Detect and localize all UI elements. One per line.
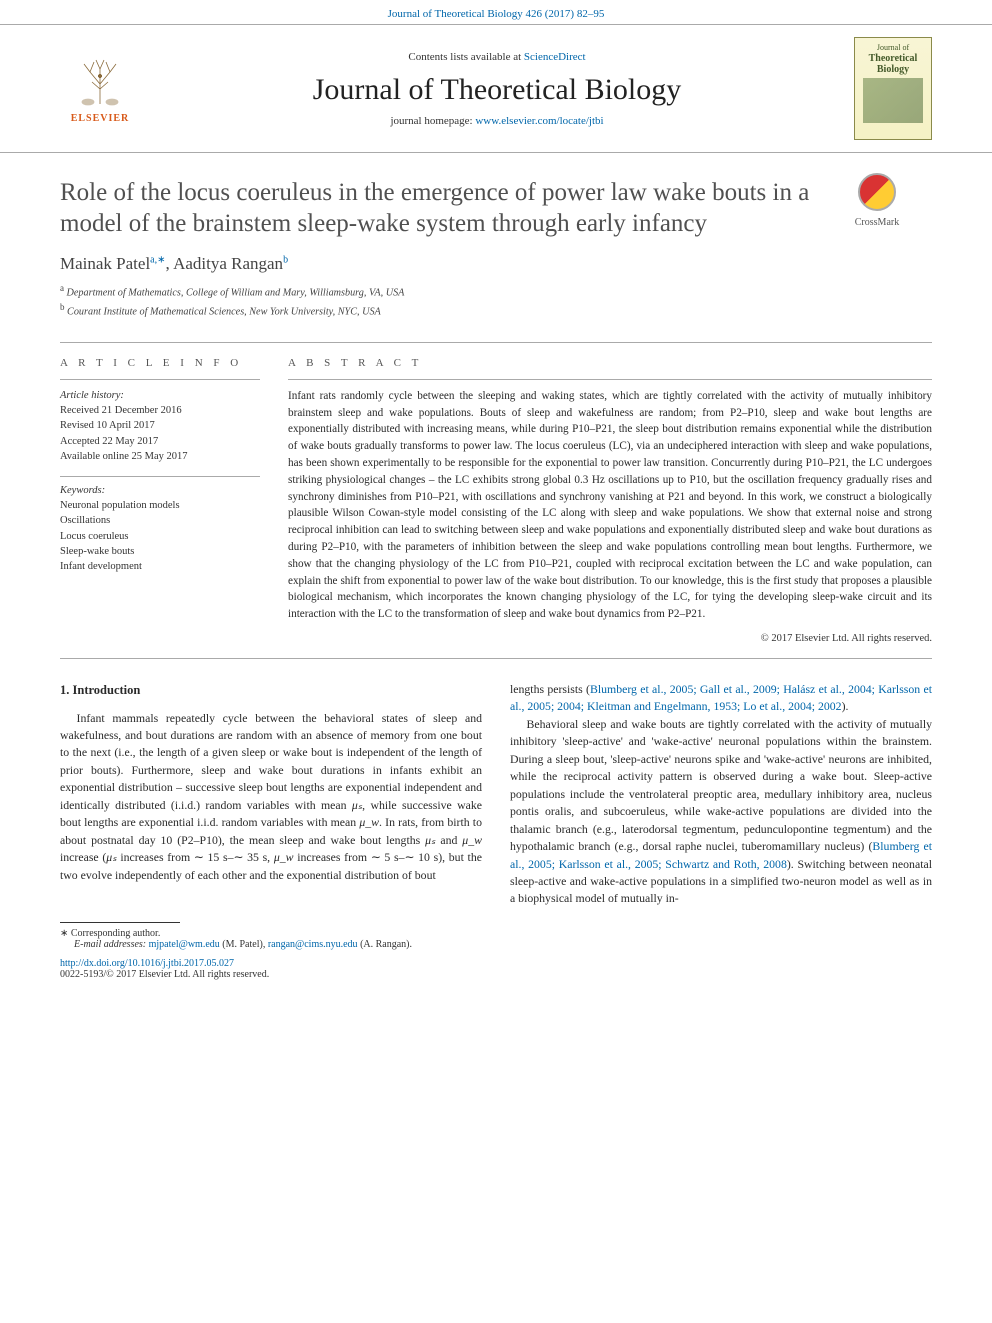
footer: ∗ Corresponding author. E-mail addresses… bbox=[0, 908, 992, 998]
history-accepted: Accepted 22 May 2017 bbox=[60, 434, 260, 449]
corresponding-author: ∗ Corresponding author. bbox=[60, 928, 932, 939]
issn-copyright: 0022-5193/© 2017 Elsevier Ltd. All right… bbox=[60, 969, 932, 980]
mu-w-1: μ_w bbox=[359, 815, 379, 829]
intro-heading: 1. Introduction bbox=[60, 681, 482, 700]
email-2-who: (A. Rangan). bbox=[358, 939, 412, 950]
email-1-who: (M. Patel), bbox=[220, 939, 268, 950]
crossmark-label: CrossMark bbox=[822, 217, 932, 228]
masthead: ELSEVIER Contents lists available at Sci… bbox=[0, 24, 992, 153]
keyword-4: Infant development bbox=[60, 559, 260, 574]
article-history: Article history: Received 21 December 20… bbox=[60, 388, 260, 464]
cover-graphic bbox=[863, 78, 923, 123]
article-title: Role of the locus coeruleus in the emerg… bbox=[60, 177, 932, 240]
author-1-sup: a,∗ bbox=[150, 254, 165, 265]
col2-para-2: Behavioral sleep and wake bouts are tigh… bbox=[510, 716, 932, 908]
copyright: © 2017 Elsevier Ltd. All rights reserved… bbox=[288, 633, 932, 644]
crossmark-badge[interactable]: CrossMark bbox=[822, 173, 932, 228]
keyword-0: Neuronal population models bbox=[60, 498, 260, 513]
column-2: lengths persists (Blumberg et al., 2005;… bbox=[510, 681, 932, 908]
keyword-2: Locus coeruleus bbox=[60, 529, 260, 544]
doi-link[interactable]: http://dx.doi.org/10.1016/j.jtbi.2017.05… bbox=[60, 958, 234, 969]
abstract-col: A B S T R A C T Infant rats randomly cyc… bbox=[288, 357, 932, 644]
mu-w-3: μ_w bbox=[274, 850, 294, 864]
mu-s-2: μₛ bbox=[425, 833, 435, 847]
email-addresses: E-mail addresses: mjpatel@wm.edu (M. Pat… bbox=[60, 939, 932, 950]
meta-abstract-row: A R T I C L E I N F O Article history: R… bbox=[0, 343, 992, 644]
journal-cover[interactable]: Journal of Theoretical Biology bbox=[854, 37, 932, 140]
homepage-prefix: journal homepage: bbox=[390, 115, 475, 127]
contents-line: Contents lists available at ScienceDirec… bbox=[140, 51, 854, 63]
affiliation-a: a Department of Mathematics, College of … bbox=[60, 282, 932, 301]
history-received: Received 21 December 2016 bbox=[60, 403, 260, 418]
history-online: Available online 25 May 2017 bbox=[60, 449, 260, 464]
header-citation[interactable]: Journal of Theoretical Biology 426 (2017… bbox=[0, 0, 992, 24]
intro-para-1: Infant mammals repeatedly cycle between … bbox=[60, 710, 482, 885]
mu-s-3: μₛ bbox=[106, 850, 116, 864]
masthead-center: Contents lists available at ScienceDirec… bbox=[140, 51, 854, 127]
cover-top: Journal of bbox=[859, 44, 927, 53]
keyword-3: Sleep-wake bouts bbox=[60, 544, 260, 559]
abstract-heading: A B S T R A C T bbox=[288, 357, 932, 369]
author-sep: , bbox=[166, 254, 174, 273]
author-1[interactable]: Mainak Patel bbox=[60, 254, 150, 273]
mu-w-2: μ_w bbox=[462, 833, 482, 847]
contents-prefix: Contents lists available at bbox=[408, 51, 523, 63]
body-columns: 1. Introduction Infant mammals repeatedl… bbox=[0, 659, 992, 908]
keywords-block: Keywords: Neuronal population models Osc… bbox=[60, 483, 260, 574]
article-info-col: A R T I C L E I N F O Article history: R… bbox=[60, 357, 260, 644]
col2-para-1: lengths persists (Blumberg et al., 2005;… bbox=[510, 681, 932, 716]
homepage-line: journal homepage: www.elsevier.com/locat… bbox=[140, 115, 854, 127]
elsevier-wordmark: ELSEVIER bbox=[71, 113, 130, 124]
email-1[interactable]: mjpatel@wm.edu bbox=[149, 939, 220, 950]
homepage-link[interactable]: www.elsevier.com/locate/jtbi bbox=[475, 115, 603, 127]
column-1: 1. Introduction Infant mammals repeatedl… bbox=[60, 681, 482, 908]
authors: Mainak Patela,∗, Aaditya Ranganb bbox=[60, 254, 932, 274]
sciencedirect-link[interactable]: ScienceDirect bbox=[524, 51, 586, 63]
affiliation-b: b Courant Institute of Mathematical Scie… bbox=[60, 301, 932, 320]
mu-s-1: μₛ bbox=[352, 798, 362, 812]
journal-name: Journal of Theoretical Biology bbox=[140, 73, 854, 107]
footer-divider bbox=[60, 922, 180, 923]
affiliations: a Department of Mathematics, College of … bbox=[60, 282, 932, 320]
article-info-heading: A R T I C L E I N F O bbox=[60, 357, 260, 369]
elsevier-tree-icon bbox=[70, 54, 130, 109]
meta-divider-1 bbox=[60, 379, 260, 380]
author-2[interactable]: Aaditya Rangan bbox=[173, 254, 283, 273]
cover-title: Theoretical Biology bbox=[859, 53, 927, 75]
history-label: Article history: bbox=[60, 388, 260, 403]
crossmark-icon bbox=[858, 173, 896, 211]
doi-row: http://dx.doi.org/10.1016/j.jtbi.2017.05… bbox=[60, 958, 932, 969]
meta-divider-2 bbox=[60, 476, 260, 477]
abstract-divider bbox=[288, 379, 932, 380]
keywords-label: Keywords: bbox=[60, 483, 260, 498]
article-header: CrossMark Role of the locus coeruleus in… bbox=[0, 153, 992, 328]
elsevier-logo[interactable]: ELSEVIER bbox=[60, 44, 140, 134]
email-2[interactable]: rangan@cims.nyu.edu bbox=[268, 939, 358, 950]
author-2-sup: b bbox=[283, 254, 288, 265]
email-label: E-mail addresses: bbox=[74, 939, 149, 950]
keyword-1: Oscillations bbox=[60, 513, 260, 528]
abstract-text: Infant rats randomly cycle between the s… bbox=[288, 388, 932, 623]
history-revised: Revised 10 April 2017 bbox=[60, 418, 260, 433]
